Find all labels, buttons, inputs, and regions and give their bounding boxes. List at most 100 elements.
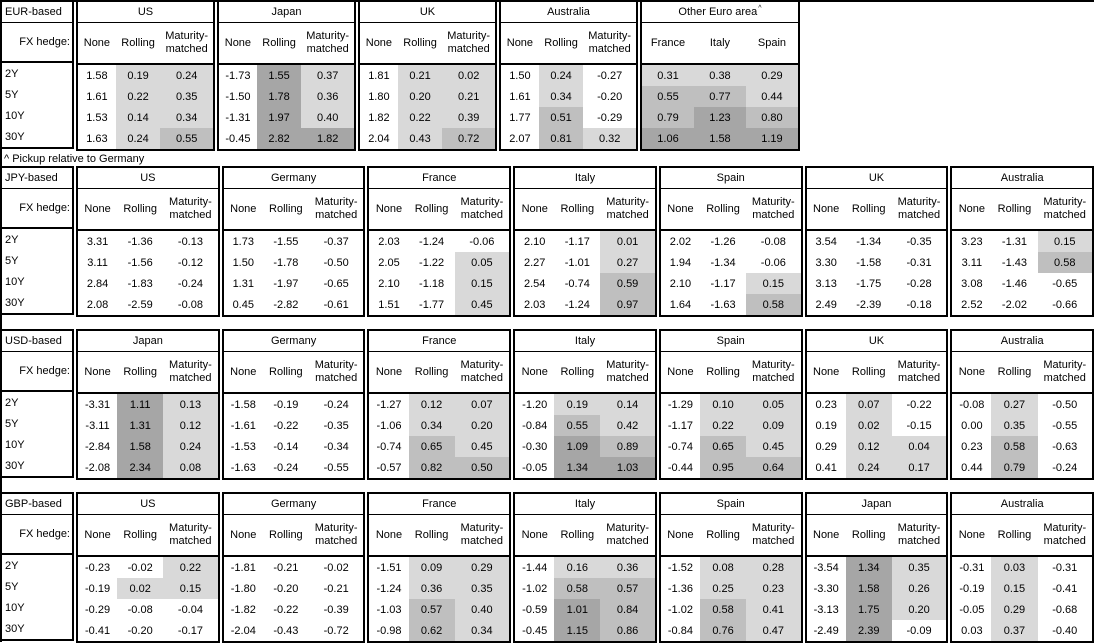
value-cell: 3.31: [86, 235, 109, 248]
value-cell: 0.03: [961, 624, 983, 637]
value-cell: -1.17: [667, 419, 693, 432]
value-cell: -0.44: [667, 461, 693, 474]
value-cell: 1.75: [845, 599, 892, 620]
group-header-row: None Rolling Maturity-matched: [515, 515, 655, 557]
group-title: US: [78, 494, 218, 515]
group-title: US: [78, 2, 213, 23]
table-gbp-based: GBP-based FX hedge: 2Y 5Y 10Y 30Y US None Rollin…: [0, 492, 1094, 643]
column-header: Rolling: [851, 202, 886, 215]
table-row: 0.31 0.38 0.29: [642, 65, 798, 86]
table-row: 2.54 -0.74 0.59: [515, 273, 655, 294]
value-cell: 2.34: [117, 457, 164, 478]
table-row: -0.74 0.65 0.45: [661, 436, 801, 457]
value-cell: -0.20: [273, 582, 299, 595]
table-row: 1.51 -1.77 0.45: [369, 294, 510, 315]
group-us: US None Rolling Maturity-matched 3.31 -1.36 -0…: [76, 166, 220, 317]
value-cell: -1.27: [376, 398, 402, 411]
group-header-row: None Rolling Maturity-matched: [952, 515, 1093, 557]
table-row: 1.73 -1.55 -0.37: [224, 231, 364, 252]
value-cell: 1.34: [845, 557, 892, 578]
base-currency-label: EUR-based: [2, 2, 72, 23]
maturity-row-label: 10Y: [5, 275, 25, 288]
table-eur-based: EUR-based FX hedge: 2Y 5Y 10Y 30Y US None Rollin…: [0, 0, 1094, 151]
value-cell: 0.02: [117, 578, 164, 599]
value-cell: 0.36: [301, 86, 354, 107]
value-cell: 0.43: [397, 128, 443, 149]
value-cell: 0.21: [397, 65, 443, 86]
column-header: Rolling: [414, 202, 449, 215]
table-row: 1.50 -1.78 -0.50: [224, 252, 364, 273]
value-cell: -0.37: [323, 235, 349, 248]
table-row: -3.13 1.75 0.20: [807, 599, 947, 620]
value-cell: 0.77: [693, 86, 746, 107]
value-cell: -1.82: [230, 603, 256, 616]
value-cell: -3.31: [85, 398, 111, 411]
table-row: -0.45 1.15 0.86: [515, 620, 655, 641]
column-header: Rolling: [262, 36, 296, 49]
table-row: -1.52 0.08 0.28: [661, 557, 801, 578]
value-cell: 0.51: [538, 107, 584, 128]
value-cell: -0.04: [177, 603, 203, 616]
table-row: -0.84 0.55 0.42: [515, 415, 655, 436]
value-cell: 0.23: [746, 578, 801, 599]
value-cell: 2.05: [378, 256, 400, 269]
value-cell: -0.17: [177, 624, 203, 637]
value-cell: -0.74: [564, 277, 590, 290]
group-spain: Spain None Rolling Maturity-matched 2.02 -1.2…: [658, 166, 803, 317]
maturity-row-label: 2Y: [5, 233, 19, 246]
value-cell: 0.12: [845, 436, 892, 457]
group-uk: UK None Rolling Maturity-matched 0.23 0.07 -0.…: [804, 329, 949, 480]
table-row: -2.08 2.34 0.08: [78, 457, 218, 478]
column-header: None: [958, 202, 986, 215]
group-title: Italy: [515, 331, 655, 352]
value-cell: 0.15: [163, 578, 218, 599]
value-cell: 0.19: [115, 65, 161, 86]
value-cell: 0.35: [454, 578, 510, 599]
group-title: France: [369, 331, 510, 352]
value-cell: 0.65: [699, 436, 747, 457]
value-cell: 0.34: [160, 107, 213, 128]
value-cell: 0.29: [454, 557, 510, 578]
value-cell: 1.77: [509, 111, 531, 124]
column-header: None: [375, 528, 403, 541]
value-cell: 0.36: [408, 578, 455, 599]
table-row: 0.41 0.24 0.17: [807, 457, 947, 478]
value-cell: -1.22: [419, 256, 445, 269]
column-header: None: [958, 365, 986, 378]
column-header: Maturity-matched: [606, 196, 649, 221]
value-cell: -0.35: [906, 235, 932, 248]
column-header: None: [84, 202, 111, 215]
value-cell: -1.26: [710, 235, 736, 248]
value-cell: -0.22: [906, 398, 932, 411]
value-cell: 3.30: [815, 256, 837, 269]
column-header: Maturity-matched: [897, 196, 941, 221]
column-header: Rolling: [414, 528, 449, 541]
table-row: -1.73 1.55 0.37: [219, 65, 354, 86]
value-cell: -1.03: [376, 603, 402, 616]
value-cell: 1.03: [600, 457, 655, 478]
value-cell: 0.24: [115, 128, 161, 149]
value-cell: 0.22: [397, 107, 443, 128]
value-cell: 1.50: [509, 69, 531, 82]
group-title: Japan: [78, 331, 218, 352]
table-row: -0.23 -0.02 0.22: [78, 557, 218, 578]
table-row: 3.11 -1.56 -0.12: [78, 252, 218, 273]
maturity-row-label: 30Y: [5, 459, 25, 472]
value-cell: -1.56: [127, 256, 153, 269]
value-cell: 0.38: [693, 65, 746, 86]
value-cell: 0.34: [538, 86, 584, 107]
value-cell: -1.58: [230, 398, 256, 411]
column-header: None: [230, 528, 257, 541]
value-cell: -0.22: [273, 603, 299, 616]
value-cell: 0.22: [163, 557, 218, 578]
value-cell: -3.30: [813, 582, 839, 595]
fx-hedge-label: FX hedge:: [2, 352, 72, 392]
table-row: -1.51 0.09 0.29: [369, 557, 510, 578]
group-header-row: None Rolling Maturity-matched: [952, 189, 1093, 231]
group-title: Australia: [952, 168, 1093, 189]
value-cell: -0.66: [1052, 298, 1078, 311]
value-cell: 0.20: [891, 599, 947, 620]
value-cell: 2.54: [524, 277, 546, 290]
value-cell: 1.81: [368, 69, 390, 82]
group-header-row: None Rolling Maturity-matched: [806, 189, 947, 231]
